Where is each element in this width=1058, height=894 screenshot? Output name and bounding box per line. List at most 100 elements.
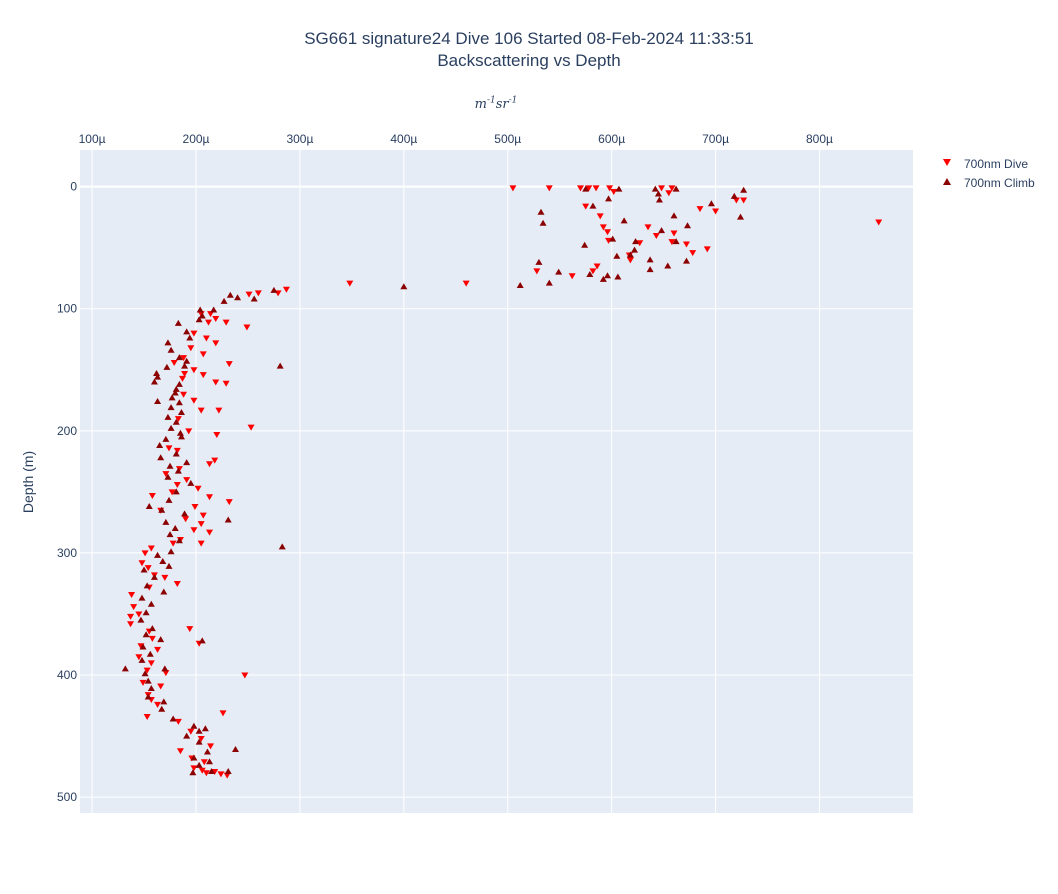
data-point bbox=[212, 340, 220, 347]
data-point bbox=[206, 529, 214, 536]
data-point bbox=[159, 557, 167, 564]
chart-title: SG661 signature24 Dive 106 Started 08-Fe… bbox=[304, 29, 754, 48]
data-point bbox=[234, 294, 242, 301]
data-point bbox=[190, 397, 198, 404]
x-tick-label: 200µ bbox=[183, 132, 210, 146]
data-point bbox=[250, 295, 258, 302]
data-point bbox=[207, 743, 215, 750]
data-point bbox=[144, 693, 152, 700]
data-point bbox=[181, 362, 189, 369]
data-point bbox=[174, 416, 182, 423]
data-point bbox=[139, 679, 147, 686]
data-point bbox=[154, 373, 162, 380]
data-point bbox=[169, 715, 177, 722]
data-point bbox=[174, 718, 182, 725]
data-point bbox=[186, 626, 194, 633]
data-point bbox=[247, 424, 255, 431]
data-point bbox=[177, 409, 185, 416]
data-point bbox=[644, 224, 652, 231]
chart-title-block: SG661 signature24 Dive 106 Started 08-Fe… bbox=[0, 28, 1058, 72]
data-point bbox=[143, 714, 151, 721]
data-point bbox=[197, 736, 205, 743]
data-point bbox=[668, 185, 676, 192]
data-point bbox=[254, 290, 262, 297]
data-point bbox=[670, 230, 678, 237]
data-point bbox=[198, 767, 206, 774]
data-point bbox=[180, 391, 188, 398]
data-point bbox=[161, 665, 169, 672]
data-point bbox=[668, 239, 676, 246]
data-point bbox=[173, 447, 181, 454]
data-point bbox=[206, 494, 214, 501]
data-point bbox=[175, 354, 183, 361]
data-point bbox=[172, 488, 180, 495]
data-point bbox=[195, 316, 203, 323]
data-point bbox=[646, 266, 654, 273]
data-point bbox=[581, 241, 589, 248]
data-point bbox=[148, 493, 156, 500]
data-point bbox=[166, 462, 174, 469]
data-point bbox=[605, 237, 613, 244]
data-point bbox=[175, 380, 183, 387]
data-point bbox=[589, 268, 597, 275]
data-point bbox=[703, 246, 711, 253]
data-point bbox=[165, 445, 173, 452]
data-point bbox=[615, 185, 623, 192]
data-point bbox=[346, 280, 354, 287]
legend-item-dive[interactable]: 700nm Dive bbox=[940, 157, 1028, 171]
data-point bbox=[190, 330, 198, 337]
data-point bbox=[620, 217, 628, 224]
series-climb bbox=[121, 185, 748, 776]
data-point bbox=[632, 238, 640, 245]
data-point bbox=[143, 667, 151, 674]
data-point bbox=[168, 489, 176, 496]
data-point bbox=[224, 516, 232, 523]
data-point bbox=[180, 355, 188, 362]
data-point bbox=[672, 238, 680, 245]
data-point bbox=[202, 335, 210, 342]
chart-subtitle: Backscattering vs Depth bbox=[437, 51, 621, 70]
data-point bbox=[684, 222, 692, 229]
data-point bbox=[142, 631, 150, 638]
data-point bbox=[163, 363, 171, 370]
data-point bbox=[609, 235, 617, 242]
data-point bbox=[195, 738, 203, 745]
data-point bbox=[169, 540, 177, 547]
data-point bbox=[198, 312, 206, 319]
data-point bbox=[141, 670, 149, 677]
data-point bbox=[670, 212, 678, 219]
data-point bbox=[200, 759, 208, 766]
data-point bbox=[211, 457, 219, 464]
data-point bbox=[175, 537, 183, 544]
data-point bbox=[270, 286, 278, 293]
data-point bbox=[509, 185, 517, 192]
data-point bbox=[187, 728, 195, 735]
data-point bbox=[153, 369, 161, 376]
data-point bbox=[137, 616, 145, 623]
data-point bbox=[652, 232, 660, 239]
data-point bbox=[665, 190, 673, 197]
data-point bbox=[177, 433, 185, 440]
data-point bbox=[516, 282, 524, 289]
data-point bbox=[215, 407, 223, 414]
data-point bbox=[150, 573, 158, 580]
x-axis-label: m-1sr-1 bbox=[440, 96, 552, 112]
data-point bbox=[157, 454, 165, 461]
data-point bbox=[145, 503, 153, 510]
data-point bbox=[219, 710, 227, 717]
data-point bbox=[613, 252, 621, 259]
data-point bbox=[732, 197, 740, 204]
data-point bbox=[545, 279, 553, 286]
data-point bbox=[582, 203, 590, 210]
data-point bbox=[175, 466, 183, 473]
legend-item-climb[interactable]: 700nm Climb bbox=[940, 176, 1035, 190]
data-point bbox=[589, 202, 597, 209]
data-point bbox=[154, 646, 162, 653]
data-point bbox=[278, 543, 286, 550]
data-point bbox=[148, 625, 156, 632]
plot-area[interactable] bbox=[80, 150, 913, 813]
data-point bbox=[576, 185, 584, 192]
data-point bbox=[223, 772, 231, 779]
data-point bbox=[161, 574, 169, 581]
